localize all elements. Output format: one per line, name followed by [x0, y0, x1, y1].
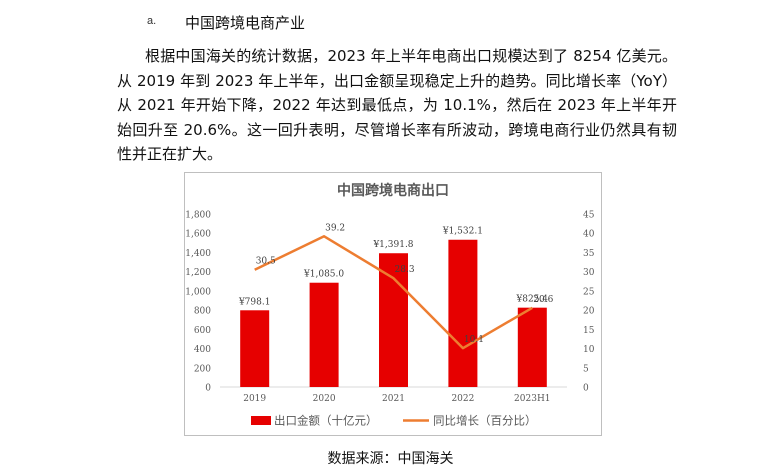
bar-data-label: ¥825.4 — [516, 295, 549, 305]
bar — [309, 282, 339, 387]
line-labels: 30.5 39.2 28.3 10.1 20.6 — [256, 223, 554, 345]
right-tick-label: 30 — [583, 268, 595, 278]
source-caption: 数据来源：中国海关 — [327, 451, 454, 467]
legend-label-bar: 出口金额（十亿元） — [274, 414, 378, 428]
x-tick-label: 2022 — [451, 394, 474, 404]
right-tick-label: 35 — [583, 249, 595, 259]
left-tick-label: 1,600 — [185, 230, 211, 240]
right-axis: 0 5 10 15 20 25 30 35 40 45 — [583, 211, 595, 394]
bar — [517, 307, 547, 387]
section-title: 中国跨境电商产业 — [185, 14, 306, 32]
left-tick-label: 1,400 — [185, 249, 211, 259]
left-axis: 0 200 400 600 800 1,000 1,200 1,400 1,600 1,800 — [185, 211, 211, 394]
x-tick-label: 2019 — [243, 394, 266, 404]
bar — [240, 310, 270, 387]
line-series — [254, 235, 533, 350]
yoy-line — [254, 235, 533, 350]
bar-data-label: ¥798.1 — [238, 297, 271, 307]
bar-data-label: ¥1,391.8 — [372, 240, 413, 250]
line-data-label: 20.6 — [533, 295, 553, 305]
legend: 出口金额（十亿元） 同比增长（百分比） — [251, 414, 537, 428]
right-tick-label: 25 — [583, 287, 595, 297]
bar — [379, 253, 408, 387]
right-tick-label: 10 — [583, 345, 595, 355]
right-tick-label: 20 — [583, 307, 595, 317]
right-tick-label: 45 — [583, 211, 595, 221]
bar-data-label: ¥1,085.0 — [303, 270, 344, 280]
export-chart: 中国跨境电商出口 02004006008001,0001,2001,4001,6… — [185, 182, 595, 428]
left-tick-label: 600 — [194, 326, 211, 336]
left-tick-label: 1,800 — [185, 211, 211, 221]
right-tick-label: 15 — [583, 326, 595, 336]
line-data-label: 28.3 — [395, 265, 415, 275]
left-tick-label: 1,000 — [185, 287, 211, 297]
left-tick-label: 200 — [194, 364, 211, 374]
line-data-label: 10.1 — [464, 335, 484, 345]
x-tick-label: 2023H1 — [514, 394, 550, 404]
bar-labels: ¥798.1 ¥1,085.0 ¥1,391.8 ¥1,532.1 ¥825.4 — [238, 227, 548, 308]
legend-swatch-bar — [251, 416, 271, 425]
left-tick-label: 1,200 — [185, 268, 211, 278]
bar-series — [240, 239, 547, 387]
bar-data-label: ¥1,532.1 — [442, 227, 483, 237]
right-tick-label: 40 — [583, 230, 595, 240]
left-tick-label: 400 — [194, 345, 211, 355]
list-marker: a. — [147, 15, 157, 27]
body-paragraph: 根据中国海关的统计数据，2023 年上半年电商出口规模达到了 8254 亿美元。… — [117, 47, 677, 163]
line-data-label: 30.5 — [256, 257, 276, 267]
left-tick-label: 0 — [205, 384, 211, 394]
x-axis-labels: 2019 2020 2021 2022 2023H1 — [243, 394, 550, 404]
line-data-label: 39.2 — [325, 223, 345, 233]
x-tick-label: 2020 — [313, 394, 336, 404]
chart-container: 中国跨境电商出口 0 200 400 600 800 1,000 1,200 1,400 1,6… — [184, 172, 602, 436]
left-tick-label: 800 — [194, 307, 211, 317]
bar — [448, 239, 478, 387]
chart-title: 中国跨境电商出口 — [337, 182, 449, 199]
x-tick-label: 2021 — [382, 394, 405, 404]
legend-label-line: 同比增长（百分比） — [433, 414, 537, 428]
right-tick-label: 0 — [583, 384, 589, 394]
right-tick-label: 5 — [583, 364, 589, 374]
